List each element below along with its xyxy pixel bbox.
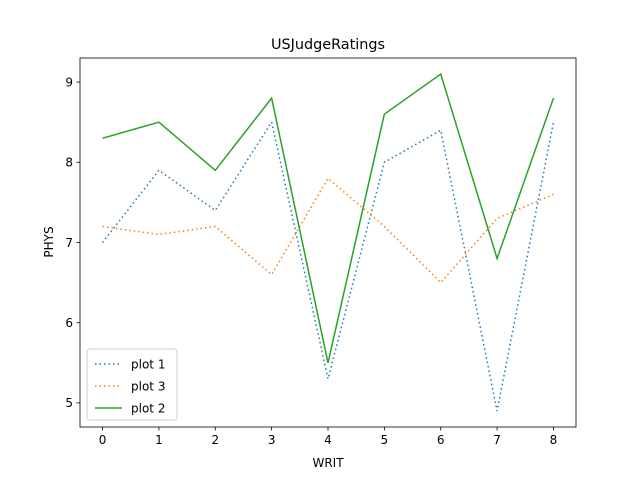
legend-label: plot 2 [131,401,165,415]
x-tick-label: 5 [381,433,389,447]
y-tick-label: 8 [65,156,73,170]
y-tick-label: 5 [65,396,73,410]
x-tick-label: 8 [550,433,558,447]
axes-layer: 0 1 2 3 4 5 6 7 8 5 6 7 8 9 [65,57,577,447]
chart-title: USJudgeRatings [271,37,385,53]
legend-box [86,348,178,421]
x-tick-label: 1 [155,433,163,447]
x-tick-label: 0 [99,433,107,447]
y-tick-label: 7 [65,236,73,250]
x-tick-label: 2 [211,433,219,447]
legend-label: plot 3 [131,379,165,393]
y-tick-label: 9 [65,75,73,89]
legend: plot 1 plot 3 plot 2 [86,348,178,421]
y-axis-label: PHYS [42,226,56,257]
x-tick-label: 7 [493,433,501,447]
series-line-3 [102,72,555,363]
x-tick-label: 4 [324,433,332,447]
x-tick-label: 6 [437,433,445,447]
x-axis-label: WRIT [312,456,344,470]
legend-label: plot 1 [131,357,165,371]
y-tick-label: 6 [65,316,73,330]
x-tick-label: 3 [268,433,276,447]
series-layer [101,72,555,412]
